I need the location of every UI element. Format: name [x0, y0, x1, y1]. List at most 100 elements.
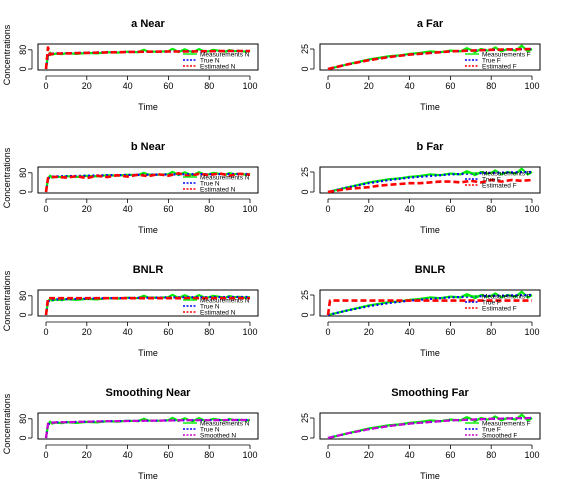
x-tick-label: 20	[364, 450, 374, 460]
y-tick-label: 25	[300, 413, 310, 423]
y-tick-label: 80	[18, 45, 28, 55]
x-axis-title: Time	[420, 225, 440, 235]
series-line-est	[44, 46, 250, 70]
x-tick-label: 60	[163, 81, 173, 91]
plot-frame	[37, 412, 259, 440]
legend-label: Estimated F	[482, 305, 517, 312]
x-axis-title: Time	[420, 348, 440, 358]
x-tick-label: 20	[82, 81, 92, 91]
y-tick-label: 0	[300, 435, 310, 440]
x-tick-label: 0	[325, 204, 330, 214]
legend-label: True N	[200, 303, 220, 310]
series-group	[327, 167, 533, 193]
legend-label: Measurements F	[482, 420, 531, 427]
x-tick-label: 0	[43, 81, 48, 91]
legend-label: Measurements N	[200, 420, 250, 427]
y-tick-label: 0	[18, 435, 28, 440]
series-line-est	[44, 172, 251, 193]
legend-label: Measurements N	[200, 51, 250, 58]
x-axis-title: Time	[138, 348, 158, 358]
x-tick-label: 100	[524, 204, 539, 214]
panel-title: a Near	[131, 18, 165, 30]
plot-frame	[37, 43, 259, 71]
panel-title: b Far	[417, 141, 445, 153]
y-tick-label: 25	[300, 290, 310, 300]
plot-frame	[37, 166, 259, 194]
x-tick-label: 60	[445, 327, 455, 337]
x-tick-label: 100	[242, 81, 257, 91]
x-tick-label: 40	[405, 327, 415, 337]
x-tick-label: 100	[242, 204, 257, 214]
x-tick-label: 80	[486, 204, 496, 214]
x-tick-label: 40	[405, 450, 415, 460]
plot-frame	[319, 412, 541, 440]
panel-title: b Near	[131, 141, 166, 153]
x-tick-label: 40	[405, 204, 415, 214]
legend-label: True F	[482, 299, 501, 306]
legend-label: Estimated N	[200, 309, 236, 316]
x-tick-label: 40	[123, 81, 133, 91]
x-tick-label: 0	[43, 450, 48, 460]
y-tick-label: 0	[18, 312, 28, 317]
x-tick-label: 20	[82, 327, 92, 337]
x-tick-label: 80	[204, 204, 214, 214]
series-group	[327, 413, 533, 439]
x-tick-label: 60	[163, 204, 173, 214]
x-tick-label: 60	[163, 450, 173, 460]
y-tick-label: 0	[18, 66, 28, 71]
y-tick-label: 80	[18, 414, 28, 424]
x-tick-label: 100	[242, 327, 257, 337]
x-tick-label: 100	[524, 450, 539, 460]
y-tick-label: 0	[300, 189, 310, 194]
x-tick-label: 80	[204, 450, 214, 460]
legend-label: Estimated F	[482, 63, 517, 70]
plot-frame	[37, 289, 259, 317]
x-tick-label: 60	[445, 81, 455, 91]
y-axis-title: Concentrations	[2, 270, 12, 331]
legend-label: Smoothed N	[200, 432, 236, 439]
legend-label: Measurements N	[200, 174, 250, 181]
panel-title: Smoothing Far	[391, 387, 469, 399]
x-tick-label: 60	[163, 327, 173, 337]
x-tick-label: 80	[486, 81, 496, 91]
panel-1: a Near 0 20 40 60 80 100 Time 0 80 Concentrations M…	[2, 18, 259, 112]
panel-4: b Far 0 20 40 60 80 100 Time 0 25 Measurements FTr…	[300, 141, 541, 235]
x-tick-label: 40	[123, 204, 133, 214]
panel-7: Smoothing Near 0 20 40 60 80 100 Time 0 80 Concent…	[2, 387, 259, 481]
x-tick-label: 80	[486, 450, 496, 460]
x-tick-label: 20	[82, 204, 92, 214]
series-group	[44, 46, 251, 70]
series-line-est	[327, 47, 533, 70]
y-axis-title: Concentrations	[2, 393, 12, 454]
legend-label: Estimated F	[482, 182, 517, 189]
x-tick-label: 100	[524, 327, 539, 337]
plot-frame	[319, 43, 541, 71]
y-axis-title: Concentrations	[2, 24, 12, 85]
y-tick-label: 80	[18, 168, 28, 178]
y-tick-label: 25	[300, 44, 310, 54]
panel-3: b Near 0 20 40 60 80 100 Time 0 80 Concentrations M…	[2, 141, 259, 235]
series-line-smooth	[327, 416, 533, 439]
x-tick-label: 0	[325, 327, 330, 337]
legend-label: Measurements F	[482, 51, 531, 58]
plot-frame	[319, 166, 541, 194]
series-line-meas	[327, 290, 533, 316]
x-axis-title: Time	[138, 225, 158, 235]
x-tick-label: 100	[524, 81, 539, 91]
panel-title: BNLR	[133, 264, 164, 276]
x-axis-title: Time	[138, 102, 158, 112]
y-axis-title: Concentrations	[2, 147, 12, 208]
series-line-est	[44, 296, 250, 316]
panel-title: a Far	[417, 18, 444, 30]
series-line-true	[327, 293, 533, 316]
series-group	[326, 290, 533, 316]
legend-label: Smoothed F	[482, 432, 517, 439]
x-tick-label: 40	[123, 450, 133, 460]
x-tick-label: 80	[486, 327, 496, 337]
x-tick-label: 0	[43, 327, 48, 337]
x-tick-label: 80	[204, 81, 214, 91]
series-group	[44, 293, 251, 316]
y-tick-label: 0	[300, 66, 310, 71]
y-tick-label: 80	[18, 291, 28, 301]
